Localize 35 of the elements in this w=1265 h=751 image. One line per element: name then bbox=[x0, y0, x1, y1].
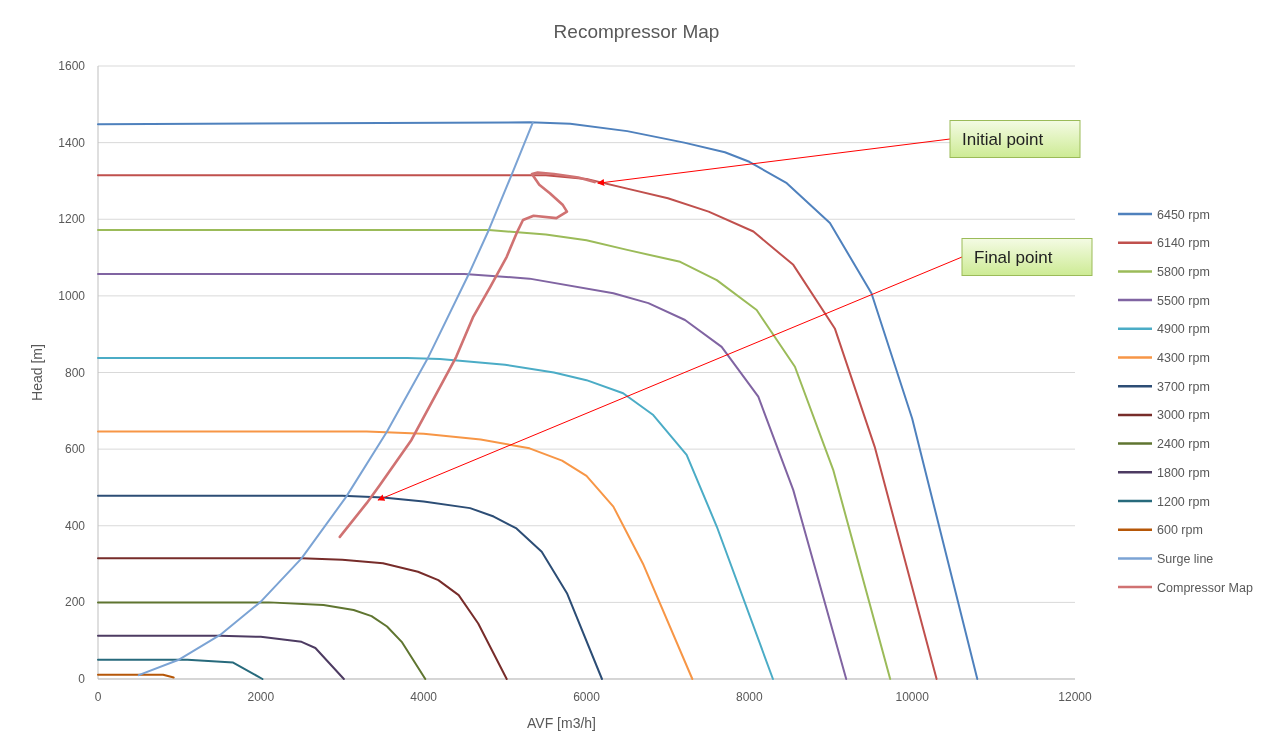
legend-label: 2400 rpm bbox=[1157, 437, 1210, 452]
legend-label: 600 rpm bbox=[1157, 523, 1203, 538]
legend-label: 4300 rpm bbox=[1157, 351, 1210, 365]
legend-label: Compressor Map bbox=[1157, 580, 1253, 595]
legend-label: 4900 rpm bbox=[1157, 322, 1210, 337]
legend-label: 6450 rpm bbox=[1157, 207, 1210, 222]
y-tick-label: 200 bbox=[64, 595, 86, 610]
x-axis-title: AVF [m3/h] bbox=[527, 715, 596, 731]
chart-title: Recompressor Map bbox=[553, 21, 720, 42]
y-axis-title: Head [m] bbox=[29, 344, 45, 401]
y-tick-label: 600 bbox=[64, 442, 86, 457]
legend-label: 6140 rpm bbox=[1157, 236, 1210, 251]
legend-label: 3000 rpm bbox=[1157, 408, 1210, 423]
y-tick-label: 1600 bbox=[58, 59, 86, 73]
legend-label: Surge line bbox=[1157, 551, 1214, 566]
y-tick-label: 400 bbox=[64, 518, 86, 533]
x-tick-label: 4000 bbox=[410, 690, 438, 704]
legend-label: 1200 rpm bbox=[1157, 494, 1210, 509]
x-tick-label: 0 bbox=[94, 690, 102, 704]
x-tick-label: 8000 bbox=[735, 690, 763, 704]
annotation: Final point bbox=[974, 248, 1053, 267]
legend-label: 3700 rpm bbox=[1157, 379, 1210, 394]
legend-label: 5500 rpm bbox=[1157, 293, 1210, 308]
legend-label: 5800 rpm bbox=[1157, 264, 1210, 279]
y-tick-label: 1400 bbox=[58, 135, 86, 150]
x-tick-label: 6000 bbox=[573, 690, 601, 704]
x-tick-label: 10000 bbox=[895, 690, 930, 704]
y-tick-label: 800 bbox=[64, 365, 86, 380]
x-tick-label: 12000 bbox=[1058, 690, 1093, 704]
y-tick-label: 1200 bbox=[58, 212, 86, 227]
legend-label: 1800 rpm bbox=[1157, 465, 1210, 480]
annotation: Initial point bbox=[962, 130, 1044, 149]
y-tick-label: 0 bbox=[78, 672, 86, 686]
x-tick-label: 2000 bbox=[247, 690, 275, 704]
y-tick-label: 1000 bbox=[58, 288, 86, 303]
